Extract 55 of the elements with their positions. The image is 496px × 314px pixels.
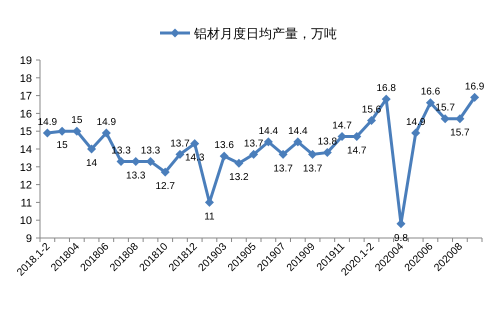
y-tick-label: 9 <box>26 233 32 245</box>
data-label: 15.7 <box>450 128 470 139</box>
y-tick-label: 17 <box>20 90 32 103</box>
data-label: 11 <box>204 211 216 222</box>
point <box>264 137 273 146</box>
data-label: 13.7 <box>244 138 264 150</box>
point <box>42 128 52 138</box>
legend-label: 铝材月度日均产量，万吨 <box>193 26 337 41</box>
data-label: 14.7 <box>332 120 352 132</box>
y-tick-label: 11 <box>20 197 32 210</box>
data-label: 15 <box>71 115 83 126</box>
y-tick-label: 13 <box>20 162 32 174</box>
point <box>308 150 318 159</box>
data-label: 13.7 <box>273 163 294 174</box>
y-tick-label: 18 <box>20 72 32 85</box>
point <box>367 116 376 126</box>
y-tick-label: 19 <box>20 55 32 67</box>
point <box>293 137 302 146</box>
y-tick-label: 10 <box>20 215 32 228</box>
point <box>160 168 170 177</box>
point <box>470 92 480 102</box>
point <box>278 150 288 159</box>
data-label: 13.7 <box>170 138 190 150</box>
data-label: 13.3 <box>140 145 161 156</box>
data-label: 14.9 <box>96 116 116 128</box>
data-label: 13.7 <box>302 163 323 174</box>
data-label: 16.8 <box>376 83 396 94</box>
data-label: 15.7 <box>435 102 456 114</box>
y-tick-label: 14 <box>20 144 32 156</box>
point <box>190 139 200 148</box>
data-label: 13.6 <box>214 140 234 152</box>
point <box>220 152 229 161</box>
point <box>175 150 184 159</box>
y-tick-label: 16 <box>20 108 32 120</box>
data-label: 14 <box>86 158 98 169</box>
data-label: 9.8 <box>394 232 408 244</box>
data-label: 14.4 <box>288 126 308 137</box>
point <box>102 128 111 138</box>
data-label: 15 <box>56 140 68 152</box>
point <box>411 128 420 138</box>
point <box>322 148 332 158</box>
data-label: 14.9 <box>38 116 58 128</box>
data-label: 13.2 <box>229 172 250 184</box>
data-label: 13.3 <box>126 170 146 182</box>
point <box>234 158 244 168</box>
point <box>87 144 96 154</box>
data-label: 12.7 <box>156 181 176 192</box>
data-label: 16.9 <box>464 81 485 92</box>
data-label: 14.7 <box>347 146 367 157</box>
point <box>249 150 258 159</box>
point <box>426 98 435 108</box>
y-tick-label: 12 <box>20 180 32 192</box>
data-label: 14.4 <box>258 126 279 137</box>
y-tick-label: 15 <box>20 126 32 138</box>
data-label: 16.6 <box>420 86 441 98</box>
